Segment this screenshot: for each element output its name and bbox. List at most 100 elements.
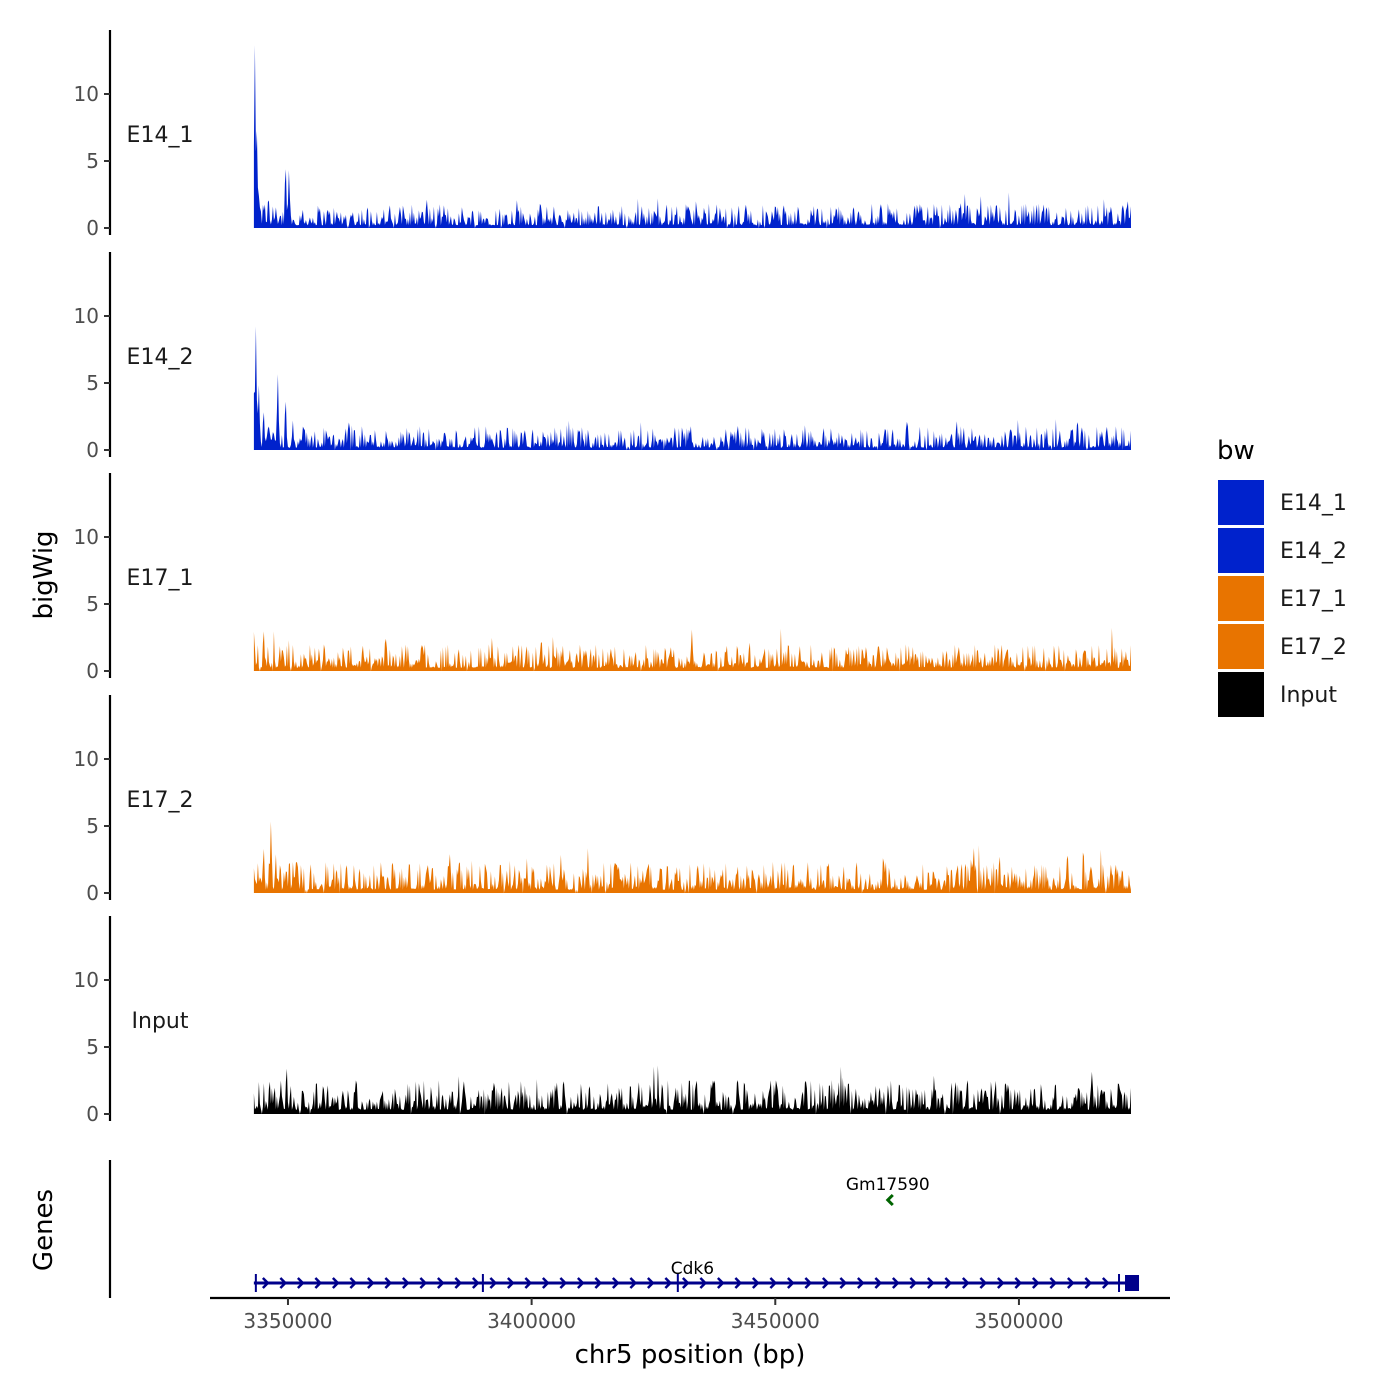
legend-item-E17_2: E17_2 <box>1218 624 1347 669</box>
gene-track-title: Genes <box>29 1189 59 1271</box>
strand-arrow <box>1084 1277 1093 1289</box>
exon <box>481 1274 484 1292</box>
strand-arrow <box>769 1277 778 1289</box>
exon <box>1125 1275 1140 1291</box>
track-E17_1: 0 5 10 E17_1 <box>74 473 1131 683</box>
exon <box>254 1274 257 1292</box>
y-tick-label: 0 <box>86 216 99 240</box>
y-tick-label: 10 <box>74 747 99 771</box>
strand-arrow <box>734 1277 743 1289</box>
strand-arrow <box>541 1277 550 1289</box>
strand-arrow <box>506 1277 515 1289</box>
strand-arrow <box>1049 1277 1058 1289</box>
y-tick-label: 5 <box>86 149 99 173</box>
strand-arrow <box>594 1277 603 1289</box>
strand-arrow <box>384 1277 393 1289</box>
strand-arrow <box>576 1277 585 1289</box>
legend-swatch <box>1218 624 1264 669</box>
strand-arrow <box>885 1193 894 1207</box>
strand-arrow <box>699 1277 708 1289</box>
legend-swatch <box>1218 528 1264 573</box>
strand-arrow <box>944 1277 953 1289</box>
strand-arrow <box>629 1277 638 1289</box>
strand-arrow <box>856 1277 865 1289</box>
legend-item-E14_1: E14_1 <box>1218 480 1347 525</box>
legend-title: bw <box>1217 436 1255 466</box>
y-tick-label: 0 <box>86 659 99 683</box>
track-label-E14_1: E14_1 <box>127 123 194 148</box>
legend-swatch <box>1218 576 1264 621</box>
strand-arrow <box>926 1277 935 1289</box>
legend-label: E17_2 <box>1280 635 1347 660</box>
legend-item-E14_2: E14_2 <box>1218 528 1347 573</box>
strand-arrow <box>296 1277 305 1289</box>
track-E14_1: 0 5 10 E14_1 <box>74 30 1131 240</box>
signal-area-E14_1 <box>253 45 1131 228</box>
y-tick-label: 10 <box>74 304 99 328</box>
strand-arrow <box>314 1277 323 1289</box>
strand-arrow <box>1014 1277 1023 1289</box>
gene-label: Cdk6 <box>671 1259 714 1279</box>
track-label-E14_2: E14_2 <box>127 345 194 370</box>
signal-area-E17_2 <box>253 821 1131 893</box>
strand-arrow <box>349 1277 358 1289</box>
x-tick-label: 3350000 <box>243 1309 332 1333</box>
strand-arrow <box>786 1277 795 1289</box>
strand-arrow <box>1066 1277 1075 1289</box>
signal-tracks: 0 5 10 E14_1 0 5 10 E14_2 0 5 10 E17_1 0 5 10 E17_2 0 5 10… <box>74 30 1131 1126</box>
strand-arrow <box>716 1277 725 1289</box>
legend-label: E14_1 <box>1280 491 1347 516</box>
strand-arrow <box>454 1277 463 1289</box>
y-tick-label: 5 <box>86 371 99 395</box>
strand-arrow <box>681 1277 690 1289</box>
strand-arrow <box>646 1277 655 1289</box>
track-label-Input: Input <box>132 1009 189 1034</box>
y-tick-label: 10 <box>74 525 99 549</box>
strand-arrow <box>524 1277 533 1289</box>
track-E14_2: 0 5 10 E14_2 <box>74 252 1131 462</box>
strand-arrow <box>261 1277 270 1289</box>
strand-arrow <box>891 1277 900 1289</box>
strand-arrow <box>839 1277 848 1289</box>
track-E17_2: 0 5 10 E17_2 <box>74 695 1131 905</box>
legend-swatch <box>1218 480 1264 525</box>
strand-arrow <box>874 1277 883 1289</box>
track-label-E17_1: E17_1 <box>127 566 194 591</box>
y-tick-label: 5 <box>86 814 99 838</box>
strand-arrow <box>419 1277 428 1289</box>
strand-arrow <box>961 1277 970 1289</box>
strand-arrow <box>909 1277 918 1289</box>
y-tick-label: 0 <box>86 1102 99 1126</box>
legend-swatch <box>1218 672 1264 717</box>
strand-arrow <box>996 1277 1005 1289</box>
strand-arrow <box>436 1277 445 1289</box>
y-tick-label: 10 <box>74 968 99 992</box>
strand-arrow <box>279 1277 288 1289</box>
y-tick-label: 0 <box>86 438 99 462</box>
track-label-E17_2: E17_2 <box>127 788 194 813</box>
exon <box>676 1274 679 1292</box>
track-Input: 0 5 10 Input <box>74 916 1131 1126</box>
gene-Cdk6: Cdk6 <box>253 1259 1140 1292</box>
strand-arrow <box>366 1277 375 1289</box>
legend-label: E14_2 <box>1280 539 1347 564</box>
y-axis-title: bigWig <box>29 530 59 619</box>
exon <box>1118 1274 1121 1292</box>
gene-label: Gm17590 <box>846 1175 930 1195</box>
legend-label: Input <box>1280 683 1337 708</box>
x-tick-label: 3400000 <box>487 1309 576 1333</box>
strand-arrow <box>1031 1277 1040 1289</box>
strand-arrow <box>489 1277 498 1289</box>
strand-arrow <box>821 1277 830 1289</box>
x-axis: 3350000 3400000 3450000 3500000 <box>210 1296 1170 1333</box>
x-axis-title: chr5 position (bp) <box>575 1340 806 1370</box>
strand-arrow <box>611 1277 620 1289</box>
strand-arrow <box>401 1277 410 1289</box>
y-tick-label: 0 <box>86 881 99 905</box>
strand-arrow <box>331 1277 340 1289</box>
signal-area-E17_1 <box>253 627 1131 671</box>
signal-area-Input <box>253 1065 1131 1114</box>
legend: E14_1 E14_2 E17_1 E17_2 Input <box>1218 480 1347 717</box>
legend-item-E17_1: E17_1 <box>1218 576 1347 621</box>
